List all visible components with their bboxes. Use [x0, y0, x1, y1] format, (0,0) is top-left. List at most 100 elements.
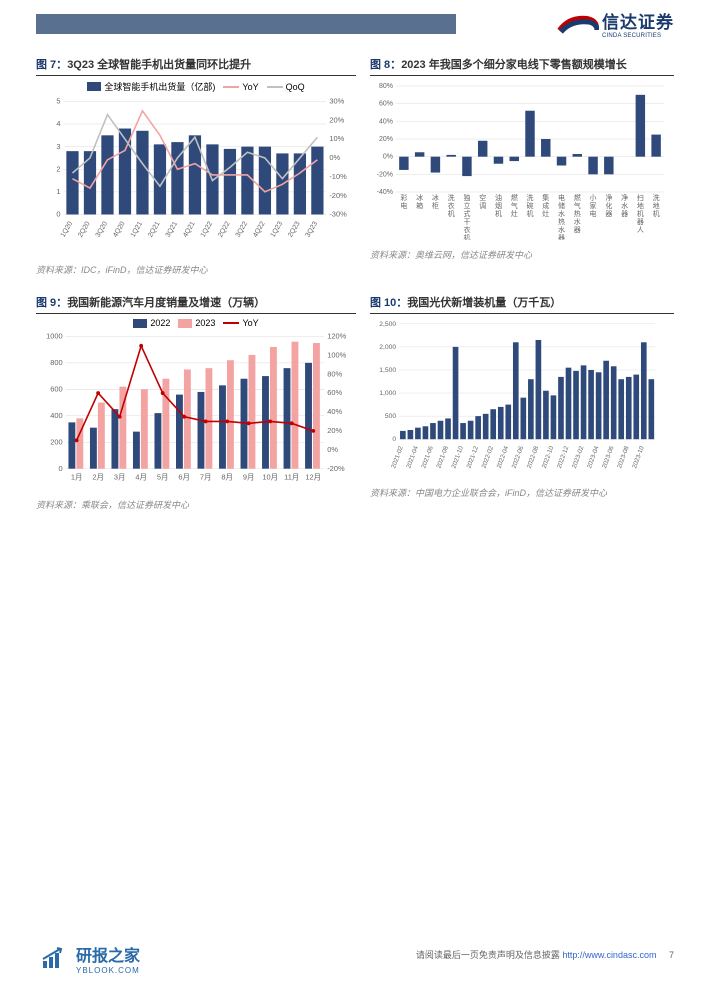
- svg-text:3: 3: [56, 142, 60, 151]
- svg-text:器: 器: [574, 226, 581, 234]
- svg-text:调: 调: [479, 201, 486, 210]
- svg-text:10%: 10%: [329, 134, 344, 143]
- chart-7-svg: 012345-30%-20%-10%0%10%20%30%1Q202Q203Q2…: [36, 95, 356, 255]
- page-number: 7: [669, 950, 674, 960]
- svg-text:0%: 0%: [383, 154, 393, 161]
- svg-text:1Q22: 1Q22: [200, 220, 215, 238]
- svg-text:碗: 碗: [527, 201, 534, 210]
- chart-7-legend: 全球智能手机出货量（亿部) YoY QoQ: [36, 80, 356, 93]
- svg-text:40%: 40%: [379, 118, 393, 125]
- svg-text:2021-02: 2021-02: [390, 445, 405, 470]
- svg-text:4Q20: 4Q20: [112, 220, 127, 238]
- svg-text:化: 化: [605, 201, 612, 210]
- svg-text:气: 气: [511, 201, 518, 210]
- svg-text:热: 热: [558, 217, 565, 226]
- svg-text:储: 储: [558, 201, 565, 210]
- chart-panel-9: 图 9：我国新能源汽车月度销量及增速（万辆） 2022 2023 YoY 0 20…: [36, 294, 356, 511]
- svg-text:2022-04: 2022-04: [496, 445, 511, 470]
- svg-text:12月: 12月: [305, 472, 321, 481]
- logo-text-en: CINDA SECURITIES: [602, 33, 674, 39]
- svg-text:1月: 1月: [71, 472, 83, 481]
- svg-text:电: 电: [558, 193, 565, 202]
- svg-text:2022-10: 2022-10: [541, 445, 556, 470]
- svg-text:机: 机: [495, 209, 502, 218]
- svg-text:气: 气: [574, 201, 581, 210]
- svg-text:电: 电: [590, 209, 597, 218]
- svg-text:0: 0: [56, 210, 60, 219]
- chart-8-source: 资料来源：奥维云网，信达证券研发中心: [370, 248, 674, 261]
- svg-text:柜: 柜: [432, 201, 439, 210]
- svg-text:机: 机: [527, 209, 534, 218]
- svg-text:2021-10: 2021-10: [450, 445, 465, 470]
- svg-text:机: 机: [463, 233, 470, 240]
- chart-row-1: 图 7：3Q23 全球智能手机出货量同环比提升 全球智能手机出货量（亿部) Yo…: [36, 56, 674, 276]
- chart-9-source: 资料来源：乘联会，信达证券研发中心: [36, 498, 356, 511]
- svg-text:冰: 冰: [416, 193, 423, 202]
- svg-text:200: 200: [50, 437, 62, 446]
- chart-7-source: 资料来源：IDC，iFinD，信达证券研发中心: [36, 263, 356, 276]
- chart-panel-8: 图 8：2023 年我国多个细分家电线下零售额规模增长 -40%-20%0%20…: [370, 56, 674, 276]
- svg-text:器: 器: [558, 234, 565, 240]
- svg-text:水: 水: [558, 225, 565, 234]
- svg-text:2022-12: 2022-12: [556, 445, 571, 470]
- chart-8-svg: -40%-20%0%20%40%60%80%彩电冰箱冰柜洗衣机独立式干衣机空调油…: [370, 80, 670, 240]
- svg-text:地: 地: [637, 201, 644, 210]
- svg-text:家: 家: [590, 201, 597, 210]
- svg-text:2,000: 2,000: [379, 344, 396, 351]
- chart-10-title: 图 10：我国光伏新增装机量（万千瓦）: [370, 294, 674, 314]
- svg-text:2: 2: [56, 164, 60, 173]
- svg-text:1,000: 1,000: [379, 390, 396, 397]
- svg-text:灶: 灶: [542, 209, 549, 218]
- logo-swoosh-icon: [557, 10, 599, 38]
- svg-text:衣: 衣: [448, 201, 455, 210]
- svg-text:5月: 5月: [157, 472, 169, 481]
- svg-text:400: 400: [50, 411, 62, 420]
- svg-text:3Q20: 3Q20: [95, 220, 110, 238]
- chart-9-title: 图 9：我国新能源汽车月度销量及增速（万辆）: [36, 294, 356, 314]
- svg-text:10月: 10月: [262, 472, 278, 481]
- svg-text:干: 干: [463, 218, 470, 226]
- svg-text:1: 1: [56, 187, 60, 196]
- svg-text:1Q23: 1Q23: [270, 220, 285, 238]
- svg-text:800: 800: [50, 358, 62, 367]
- svg-text:0%: 0%: [327, 445, 338, 454]
- svg-text:30%: 30%: [329, 97, 344, 106]
- svg-text:洗: 洗: [527, 193, 534, 202]
- svg-text:3月: 3月: [114, 472, 126, 481]
- svg-text:灶: 灶: [511, 209, 518, 218]
- chart-10-source: 资料来源：中国电力企业联合会，iFinD，信达证券研发中心: [370, 486, 674, 499]
- footer-text: 请阅读最后一页免责声明及信息披露: [416, 950, 560, 960]
- svg-text:120%: 120%: [327, 332, 346, 341]
- svg-text:1Q21: 1Q21: [130, 220, 145, 238]
- svg-text:水: 水: [558, 209, 565, 218]
- svg-text:机: 机: [637, 209, 644, 218]
- svg-text:-20%: -20%: [329, 191, 347, 200]
- header-bar: [36, 14, 456, 34]
- svg-text:器: 器: [605, 210, 612, 218]
- svg-text:2月: 2月: [92, 472, 104, 481]
- logo-text-cn: 信达证券: [602, 8, 674, 33]
- watermark-icon: [40, 947, 70, 971]
- chart-10-svg: 05001,0001,5002,0002,5002021-022021-0420…: [370, 318, 661, 478]
- svg-text:11月: 11月: [284, 472, 299, 481]
- svg-text:500: 500: [385, 413, 397, 420]
- svg-text:60%: 60%: [379, 101, 393, 108]
- chart-9-legend: 2022 2023 YoY: [36, 318, 356, 328]
- svg-text:2Q21: 2Q21: [147, 220, 162, 238]
- svg-text:人: 人: [637, 226, 644, 234]
- footer-link[interactable]: http://www.cindasc.com: [562, 950, 656, 960]
- svg-text:0: 0: [59, 464, 63, 473]
- svg-text:独: 独: [463, 193, 470, 202]
- svg-text:4: 4: [56, 119, 60, 128]
- svg-text:0%: 0%: [329, 153, 340, 162]
- svg-text:-10%: -10%: [329, 172, 347, 181]
- svg-text:2021-04: 2021-04: [405, 445, 420, 470]
- svg-text:2023-06: 2023-06: [601, 445, 616, 470]
- svg-text:8月: 8月: [221, 472, 233, 481]
- svg-text:2Q20: 2Q20: [77, 220, 92, 238]
- svg-text:2023-08: 2023-08: [616, 445, 631, 470]
- svg-text:2021-06: 2021-06: [420, 445, 435, 470]
- svg-text:6月: 6月: [178, 472, 190, 481]
- logo: 信达证券 CINDA SECURITIES: [557, 8, 674, 39]
- header: 信达证券 CINDA SECURITIES: [0, 0, 702, 48]
